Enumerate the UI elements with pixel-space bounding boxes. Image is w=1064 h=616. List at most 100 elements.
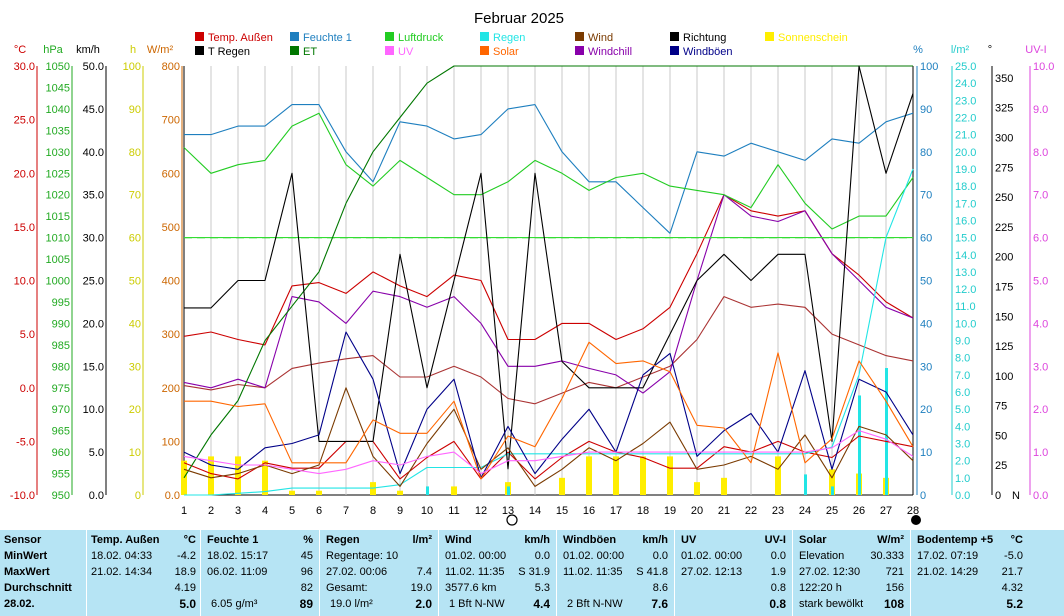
temp-current: 5.0 [179,597,196,611]
x-tick-9: 9 [397,505,403,517]
boeen-max-time: 11.02. 11:35 [563,566,623,578]
lm2-tick-6: 19.0 [955,164,976,176]
temp-min-value: -4.2 [177,550,196,562]
legend-label-12: Windböen [683,46,733,58]
row-label-column: Sensor MinWert MaxWert Durchschnitt 28.0… [0,530,86,616]
kmh-tick-9: 5.0 [89,447,104,459]
solar-column: Solar W/m² Elevation 30.333 27.02. 12:30 72… [793,530,910,616]
uvi-tick-4: 6.0 [1033,233,1048,245]
lm2-tick-9: 16.0 [955,215,976,227]
h-tick-7: 30 [129,361,141,373]
feuchte-min-value: 45 [300,550,313,562]
boden-avg: 4.32 [1001,582,1023,594]
legend-label-9: UV [398,46,414,58]
wind-unit: km/h [524,534,550,546]
uvi-tick-6: 4.0 [1033,318,1048,330]
temp-avg: 4.19 [174,582,196,594]
regen-days: Regentage: 10 [326,550,399,562]
legend-swatch-9 [385,46,394,55]
temp-tick-7: -5.0 [16,436,35,448]
lm2-tick-3: 22.0 [955,112,976,124]
wm2-tick-5: 300 [162,329,180,341]
row-label-min: MinWert [4,550,48,562]
deg-tick-12: 50 [995,430,1007,442]
boden-column: Bodentemp +5 °C 17.02. 07:19 -5.0 21.02. 1… [911,530,1023,616]
kmh-tick-6: 20.0 [83,318,104,330]
uv-column: UV UV-I 01.02. 00:00 0.0 27.02. 12:13 1.9 0… [675,530,792,616]
kmh-tick-1: 45.0 [83,104,104,116]
hpa-axis-unit: hPa [43,44,63,56]
wind-column: Wind km/h 01.02. 00:00 0.0 11.02. 11:35 S 3… [439,530,556,616]
sunshine-bar-day-9 [397,490,403,495]
hpa-tick-15: 975 [52,383,70,395]
wind-min-value: 0.0 [534,550,550,562]
x-tick-22: 22 [745,505,757,517]
boeen-unit: km/h [642,534,668,546]
deg-tick-7: 175 [995,281,1013,293]
row-label-avg: Durchschnitt [4,582,72,594]
uv-max-time: 27.02. 12:13 [681,566,743,578]
legend-swatch-12 [670,46,679,55]
temp-tick-1: 25.0 [14,115,35,127]
sunshine-bar-day-1 [181,460,187,495]
solar-max-time: 27.02. 12:30 [799,566,861,578]
pct-tick-5: 50 [920,276,932,288]
lm2-tick-0: 25.0 [955,61,976,73]
wind-beaufort: 1 Bft N-NW [449,598,505,610]
uvi-tick-1: 9.0 [1033,104,1048,116]
pct-tick-2: 80 [920,147,932,159]
pct-tick-1: 90 [920,104,932,116]
uv-current: 0.8 [769,597,786,611]
hpa-tick-7: 1015 [46,211,70,223]
uvi-tick-8: 2.0 [1033,404,1048,416]
solar-header: Solar [799,534,827,546]
series-windb-en [183,331,914,479]
x-tick-12: 12 [475,505,487,517]
regen-column: Regen l/m² Regentage: 10 27.02. 00:06 7.4 … [320,530,438,616]
lm2-tick-17: 8.0 [955,353,970,365]
lm2-tick-21: 4.0 [955,421,970,433]
sunshine-bar-day-3 [235,456,241,495]
rain-bar-day-24 [804,474,807,495]
x-tick-6: 6 [316,505,322,517]
temp-max-time: 21.02. 14:34 [91,566,153,578]
row-label-max: MaxWert [4,566,50,578]
lm2-tick-18: 7.0 [955,370,970,382]
boden-header: Bodentemp +5 [917,534,994,546]
pct-tick-0: 100 [920,61,938,73]
sunshine-bar-day-4 [262,460,268,495]
regen-sum: 19.0 l/m² [330,598,373,610]
sunshine-bar-day-20 [694,482,700,495]
sunshine-bar-day-19 [667,456,673,495]
x-tick-17: 17 [610,505,622,517]
hpa-tick-4: 1030 [46,147,70,159]
temp-tick-2: 20.0 [14,168,35,180]
temp-tick-4: 10.0 [14,276,35,288]
series-regen-summe [184,168,914,496]
lm2-tick-14: 11.0 [955,301,976,313]
h-tick-0: 100 [123,61,141,73]
wm2-tick-6: 200 [162,383,180,395]
hpa-tick-10: 1000 [46,276,70,288]
kmh-tick-5: 25.0 [83,276,104,288]
rain-bar-day-27 [885,368,888,495]
uv-min-time: 01.02. 00:00 [681,550,743,562]
series-temp-au-en-avg [183,296,914,405]
kmh-tick-7: 15.0 [83,361,104,373]
x-tick-25: 25 [826,505,838,517]
legend-swatch-2 [385,32,394,41]
boden-max-value: 21.7 [1001,566,1023,578]
lm2-tick-11: 14.0 [955,250,976,262]
series-temp-au-en-max [183,194,914,346]
pct-axis-unit: % [913,44,923,56]
temp-max-value: 18.9 [174,566,196,578]
lm2-tick-2: 23.0 [955,95,976,107]
lm2-axis-unit: l/m² [951,44,970,56]
temp-axis-unit: °C [14,44,26,56]
temp-tick-3: 15.0 [14,222,35,234]
boden-max-time: 21.02. 14:29 [917,566,979,578]
x-axis: 1 2 3 4 5 6 7 8 9 10 11 12 13 14 15 16 17 18 19 20 21 22 23 24 2… [181,505,921,526]
hpa-tick-5: 1025 [46,168,70,180]
wm2-tick-1: 700 [162,115,180,127]
pct-tick-4: 60 [920,233,932,245]
